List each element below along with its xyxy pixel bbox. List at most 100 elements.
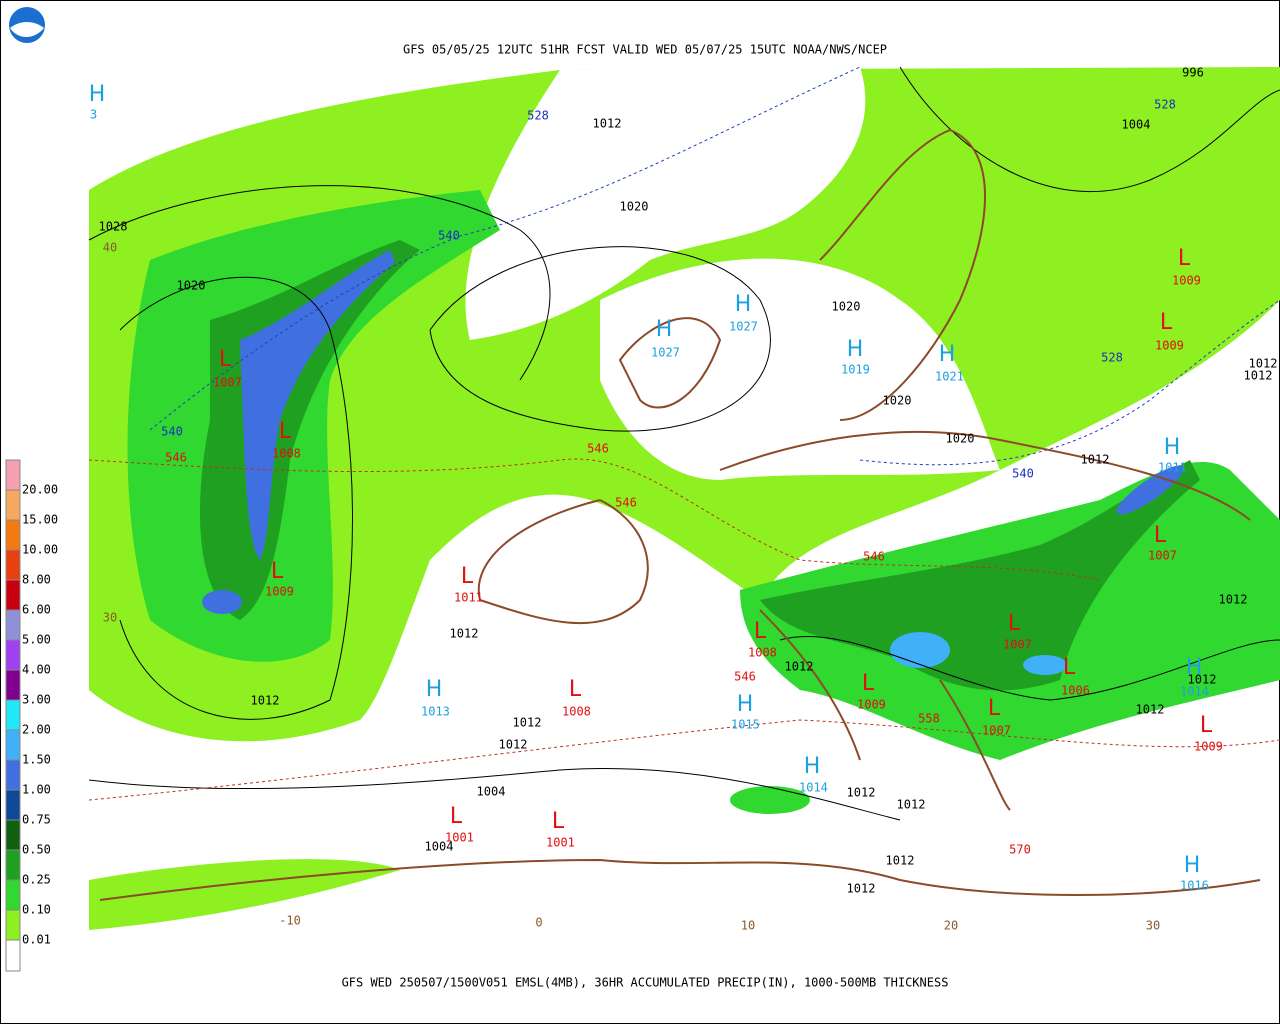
center-symbol: H — [735, 292, 752, 317]
center-symbol: L — [1154, 523, 1167, 548]
contour-label: 546 — [863, 550, 885, 564]
center-pressure: 1001 — [445, 831, 474, 845]
contour-label: 1020 — [832, 300, 861, 314]
center-pressure: 1014 — [1180, 685, 1209, 699]
coast — [99, 858, 1261, 901]
contour-label: 546 — [734, 670, 756, 684]
center-pressure: 1027 — [651, 346, 680, 360]
legend-label: 8.00 — [22, 573, 51, 587]
center-symbol: L — [450, 804, 463, 829]
center-pressure: 1021 — [935, 370, 964, 384]
center-symbol: H — [737, 692, 754, 717]
center-pressure: 1009 — [1155, 339, 1184, 353]
center-symbol: H — [804, 754, 821, 779]
center-symbol: H — [1184, 853, 1201, 878]
contour-label: 1012 — [1249, 357, 1278, 371]
contour-label: 20 — [944, 919, 958, 933]
contour-label: 1012 — [886, 854, 915, 868]
contour-label: 1012 — [897, 798, 926, 812]
contour-label: 1004 — [477, 785, 506, 799]
legend-box — [5, 639, 21, 671]
legend-label: 0.01 — [22, 933, 51, 947]
thickness-line — [88, 719, 1280, 801]
center-symbol: H — [656, 317, 673, 342]
isobar — [429, 246, 771, 432]
legend-box — [5, 519, 21, 551]
legend-label: 0.50 — [22, 843, 51, 857]
center-symbol: L — [219, 347, 232, 372]
precip-very-heavy — [1116, 465, 1184, 515]
contour-label: 1012 — [1244, 369, 1273, 383]
legend-box — [5, 459, 21, 491]
dry-area — [465, 67, 866, 340]
contour-label: 1012 — [1081, 453, 1110, 467]
bottom-band — [1, 934, 1279, 1023]
coastlines — [99, 128, 1261, 901]
thickness-line — [88, 458, 1101, 581]
contour-label: 558 — [918, 712, 940, 726]
contour-label: 1020 — [946, 432, 975, 446]
legend-label: 1.50 — [22, 753, 51, 767]
coast — [618, 317, 722, 409]
center-pressure: 1009 — [1172, 274, 1201, 288]
isobar — [88, 185, 551, 381]
contour-label: 540 — [1012, 467, 1034, 481]
coast — [819, 128, 986, 421]
center-symbol: L — [1008, 611, 1021, 636]
center-symbol: L — [569, 677, 582, 702]
center-symbol: L — [279, 419, 292, 444]
center-symbol: L — [552, 809, 565, 834]
center-symbol: L — [271, 559, 284, 584]
center-pressure: 1008 — [562, 705, 591, 719]
isobar — [88, 767, 901, 821]
legend-label: 15.00 — [22, 513, 58, 527]
isobar — [899, 66, 1280, 193]
thickness-line — [149, 66, 861, 431]
contour-label: 1012 — [513, 716, 542, 730]
contour-label: 1004 — [425, 840, 454, 854]
contour-label: 40 — [103, 241, 117, 255]
legend-label: 10.00 — [22, 543, 58, 557]
center-symbol: H — [939, 342, 956, 367]
center-pressure: 3 — [90, 108, 97, 122]
precip-very-heavy — [890, 632, 950, 668]
center-pressure: 1011 — [454, 591, 483, 605]
legend-box — [5, 729, 21, 761]
contour-label: 1020 — [620, 200, 649, 214]
contour-label: 546 — [587, 442, 609, 456]
legend-box — [5, 909, 21, 941]
center-pressure: 1027 — [729, 320, 758, 334]
legend-label: 0.25 — [22, 873, 51, 887]
contour-label: 30 — [1146, 919, 1160, 933]
center-symbol: L — [754, 619, 767, 644]
legend-box — [5, 849, 21, 881]
center-pressure: 1007 — [1148, 549, 1177, 563]
precip-heavy — [760, 460, 1200, 691]
dry-area — [600, 258, 1000, 480]
legend-box — [5, 819, 21, 851]
contour-label: 540 — [438, 229, 460, 243]
legend-box — [5, 789, 21, 821]
legend-label: 20.00 — [22, 483, 58, 497]
coast — [759, 609, 1011, 811]
contour-label: 540 — [161, 425, 183, 439]
legend-box — [5, 759, 21, 791]
center-symbol: H — [89, 82, 106, 107]
contour-label: 1020 — [177, 279, 206, 293]
legend-box — [5, 609, 21, 641]
contour-label: 996 — [1182, 66, 1204, 80]
center-symbol: L — [1063, 655, 1076, 680]
legend-label: 0.10 — [22, 903, 51, 917]
legend-label: 3.00 — [22, 693, 51, 707]
contour-label: 1012 — [1219, 593, 1248, 607]
legend-box — [5, 669, 21, 701]
legend-box-blank — [5, 939, 21, 972]
center-symbol: L — [1178, 246, 1191, 271]
legend-label: 1.00 — [22, 783, 51, 797]
center-pressure: 1007 — [982, 724, 1011, 738]
thickness-blue — [149, 66, 1280, 466]
legend-label: 5.00 — [22, 633, 51, 647]
contour-label: 528 — [527, 109, 549, 123]
